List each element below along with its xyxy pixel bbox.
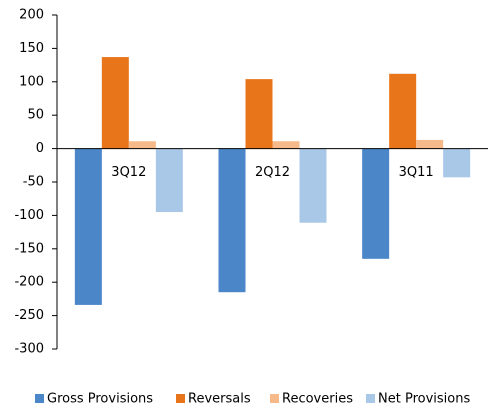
bar	[74, 148, 102, 305]
y-tick-label: 50	[27, 108, 44, 123]
y-tick-label: -250	[14, 308, 44, 323]
legend-swatch	[366, 394, 375, 403]
x-tick-label: 2Q12	[255, 165, 290, 180]
legend-swatch	[270, 394, 279, 403]
y-tick-label: -100	[14, 208, 44, 223]
legend-label: Reversals	[188, 392, 251, 407]
legend-swatch	[176, 394, 185, 403]
bar	[128, 141, 156, 149]
y-tick-label: -200	[14, 275, 44, 290]
bar	[416, 139, 444, 149]
bar	[389, 73, 417, 149]
y-tick-label: 100	[19, 74, 44, 89]
y-tick-label: -150	[14, 241, 44, 256]
y-tick-label: -50	[23, 175, 44, 190]
bar	[218, 148, 246, 293]
bar	[155, 148, 183, 213]
legend-label: Gross Provisions	[47, 392, 153, 407]
y-tick-label: 150	[19, 41, 44, 56]
y-tick-label: 0	[36, 141, 44, 156]
bar	[272, 141, 300, 149]
x-tick-label: 3Q12	[111, 165, 146, 180]
y-tick-label: -300	[14, 342, 44, 357]
x-tick-label: 3Q11	[399, 165, 434, 180]
bar	[299, 148, 327, 223]
bar	[245, 79, 273, 149]
bar	[362, 148, 390, 259]
legend-swatch	[35, 394, 44, 403]
bar	[443, 148, 471, 178]
bar	[101, 57, 129, 149]
legend-label: Net Provisions	[378, 392, 470, 407]
y-tick-label: 200	[19, 8, 44, 23]
legend-label: Recoveries	[282, 392, 353, 407]
